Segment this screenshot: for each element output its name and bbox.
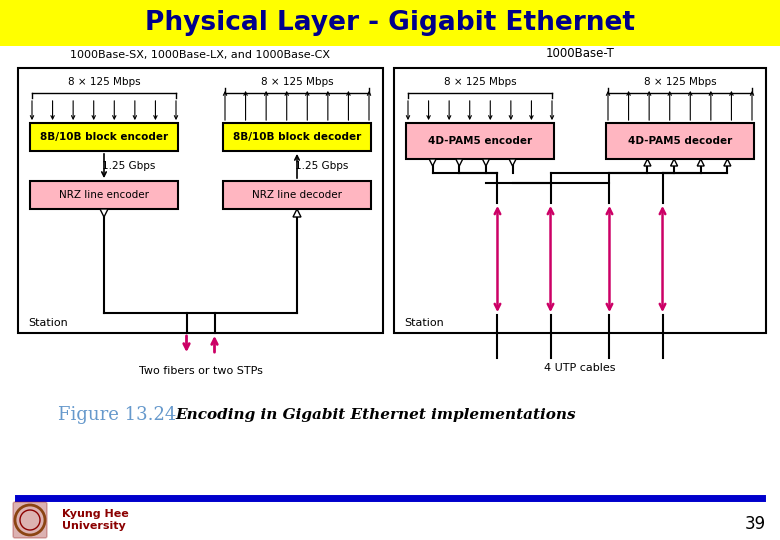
Text: University: University <box>62 521 126 531</box>
Text: NRZ line encoder: NRZ line encoder <box>59 190 149 200</box>
Text: 39: 39 <box>744 515 765 533</box>
Polygon shape <box>644 159 651 166</box>
Text: 8B/10B block decoder: 8B/10B block decoder <box>233 132 361 142</box>
Polygon shape <box>482 159 489 166</box>
Text: NRZ line decoder: NRZ line decoder <box>252 190 342 200</box>
Text: Station: Station <box>404 318 444 328</box>
Bar <box>223 181 371 209</box>
Bar <box>406 123 554 159</box>
Text: Encoding in Gigabit Ethernet implementations: Encoding in Gigabit Ethernet implementat… <box>175 408 576 422</box>
Bar <box>30 123 178 151</box>
Text: 8B/10B block encoder: 8B/10B block encoder <box>40 132 168 142</box>
Polygon shape <box>697 159 704 166</box>
Bar <box>606 123 754 159</box>
Bar <box>0 0 780 46</box>
Polygon shape <box>671 159 678 166</box>
Polygon shape <box>100 209 108 217</box>
Bar <box>223 123 371 151</box>
Text: 1000Base-T: 1000Base-T <box>545 47 615 60</box>
Text: 8 × 125 Mbps: 8 × 125 Mbps <box>261 77 333 87</box>
FancyBboxPatch shape <box>13 502 47 538</box>
Text: 8 × 125 Mbps: 8 × 125 Mbps <box>68 77 140 87</box>
Polygon shape <box>724 159 731 166</box>
Text: 8 × 125 Mbps: 8 × 125 Mbps <box>644 77 716 87</box>
Text: 4 UTP cables: 4 UTP cables <box>544 363 615 373</box>
Bar <box>394 68 766 333</box>
Bar <box>18 68 383 333</box>
Polygon shape <box>293 209 301 217</box>
Text: Kyung Hee: Kyung Hee <box>62 509 129 519</box>
Polygon shape <box>456 159 463 166</box>
Polygon shape <box>509 159 516 166</box>
Text: 1000Base-SX, 1000Base-LX, and 1000Base-CX: 1000Base-SX, 1000Base-LX, and 1000Base-C… <box>70 50 331 60</box>
Polygon shape <box>429 159 436 166</box>
Text: 4D-PAM5 decoder: 4D-PAM5 decoder <box>628 136 732 146</box>
Text: Two fibers or two STPs: Two fibers or two STPs <box>139 366 262 376</box>
Bar <box>30 181 178 209</box>
Text: Station: Station <box>28 318 68 328</box>
Text: 1.25 Gbps: 1.25 Gbps <box>296 161 349 171</box>
Text: 1.25 Gbps: 1.25 Gbps <box>102 161 156 171</box>
Text: Physical Layer - Gigabit Ethernet: Physical Layer - Gigabit Ethernet <box>145 10 635 36</box>
Text: 8 × 125 Mbps: 8 × 125 Mbps <box>444 77 516 87</box>
Text: 4D-PAM5 encoder: 4D-PAM5 encoder <box>428 136 532 146</box>
Text: Figure 13.24: Figure 13.24 <box>58 406 176 424</box>
